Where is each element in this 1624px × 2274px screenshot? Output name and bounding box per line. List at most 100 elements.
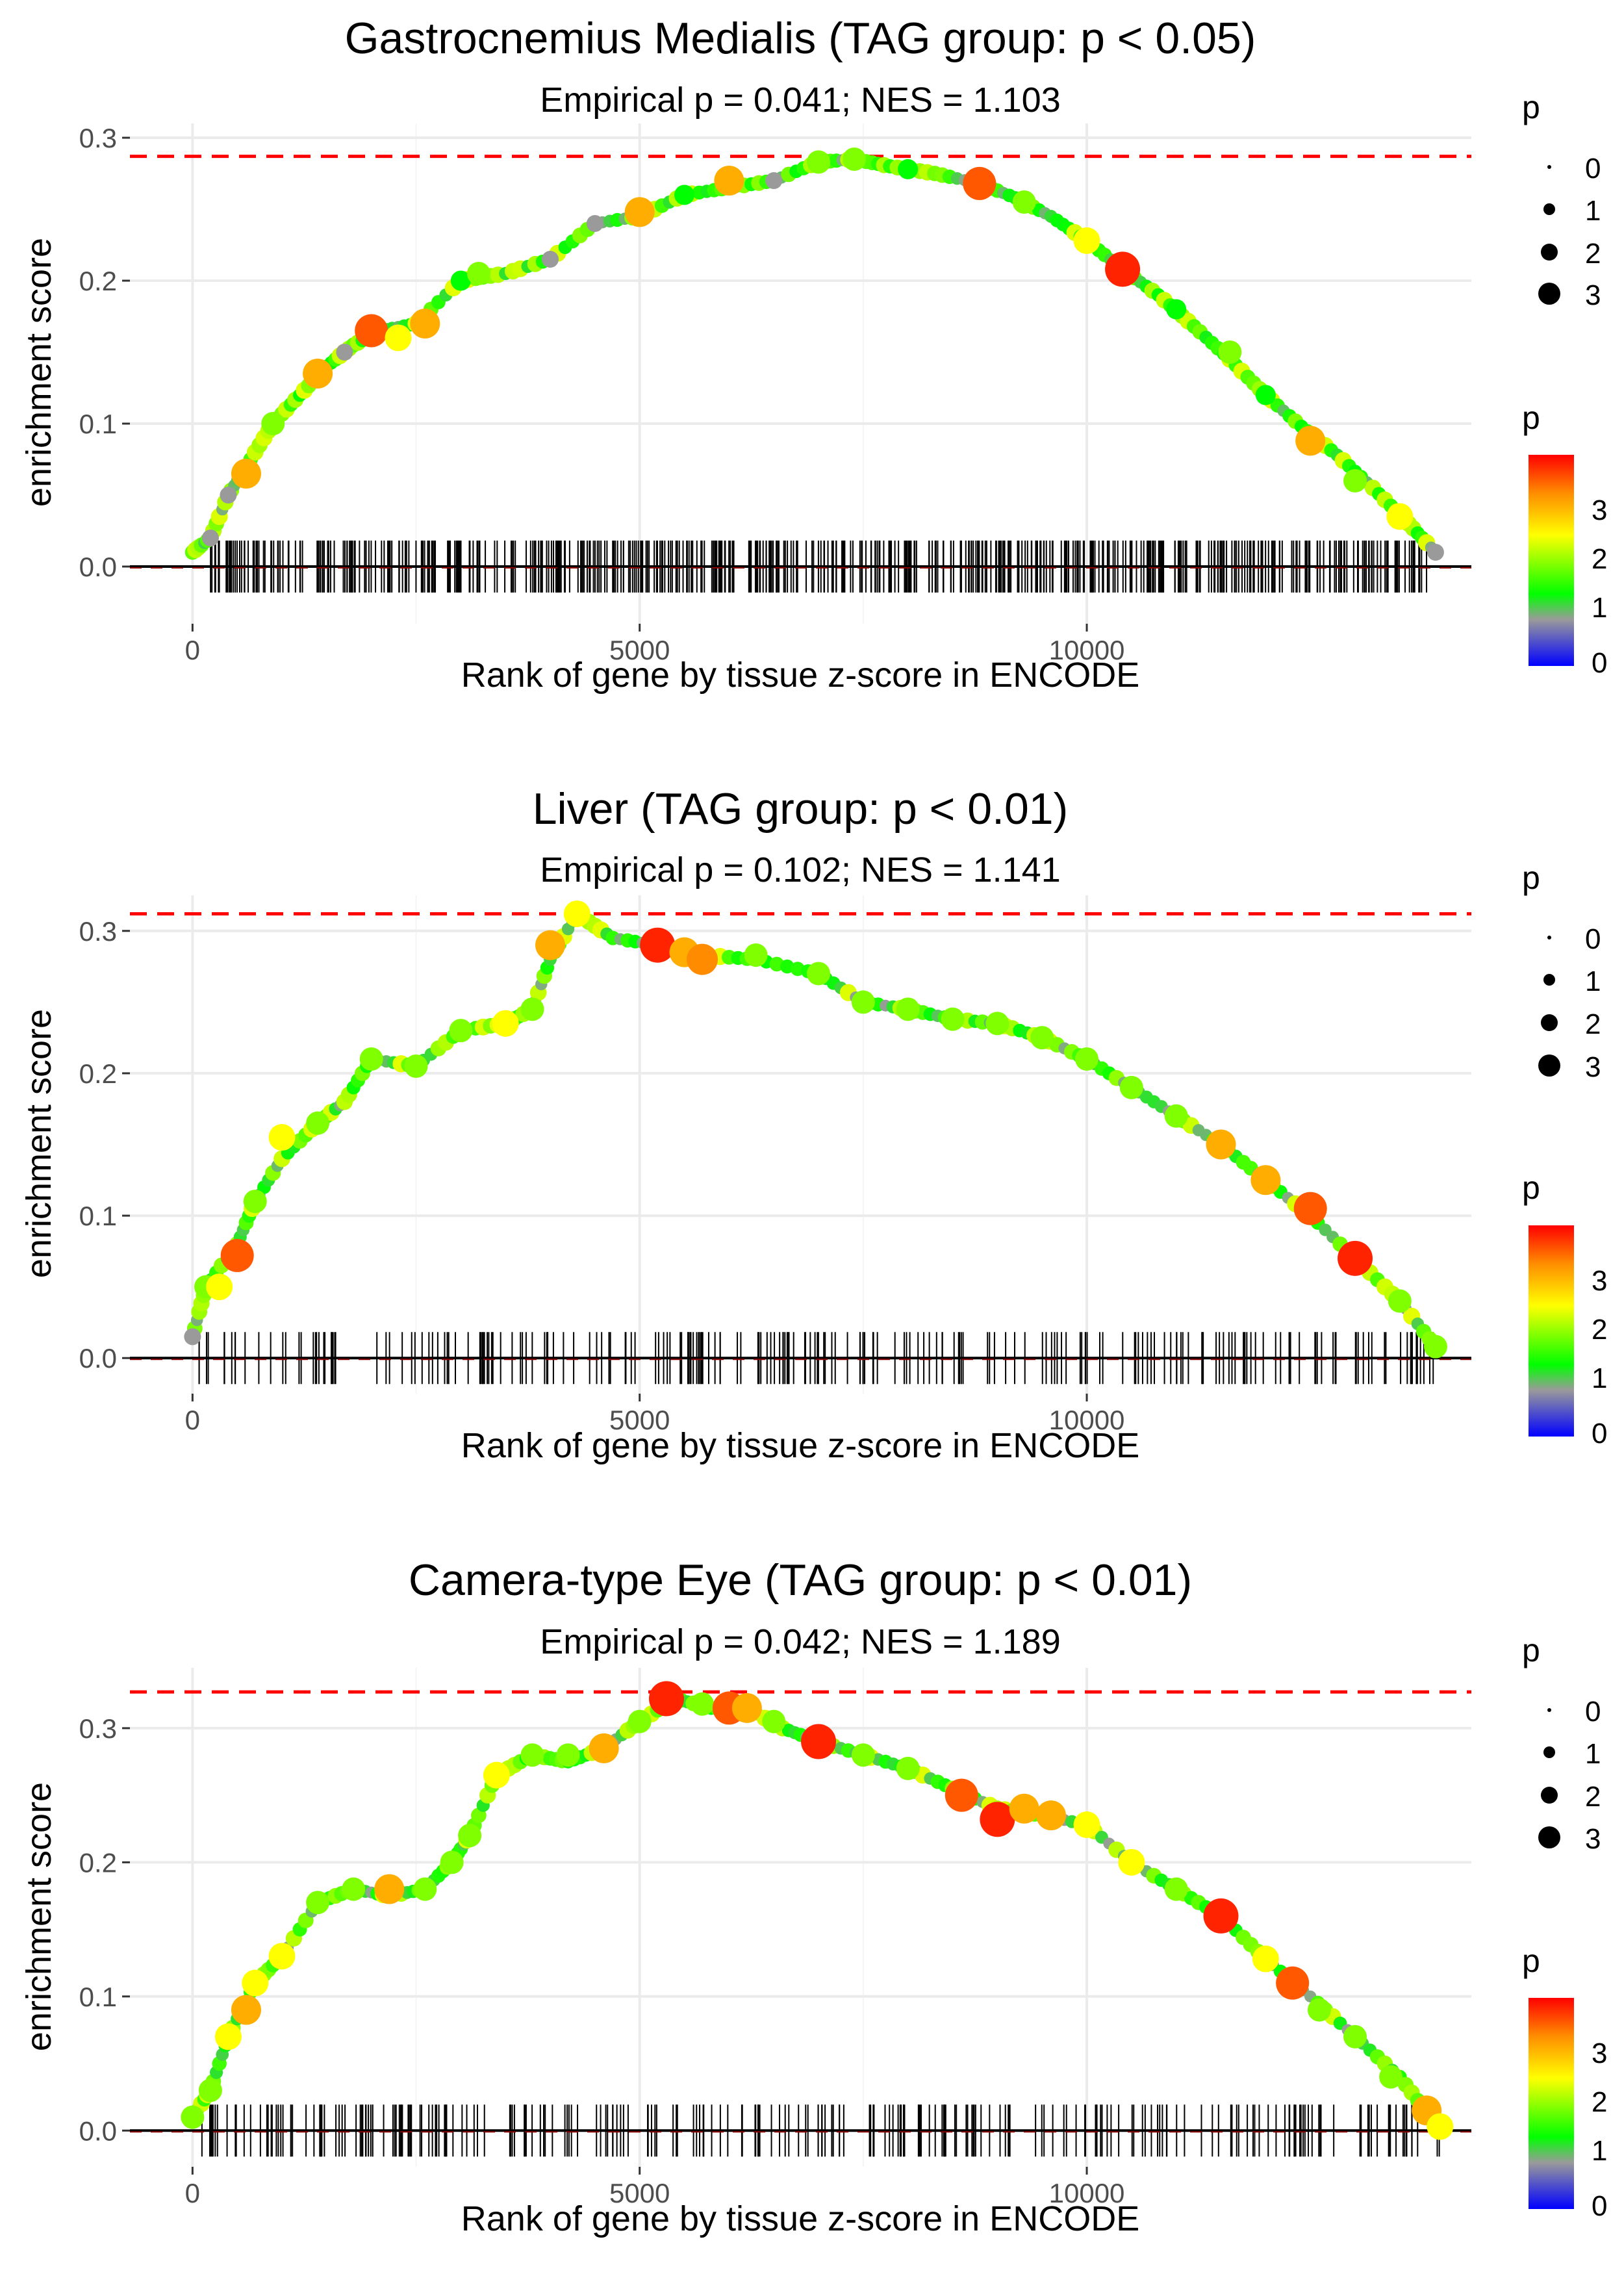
data-point <box>807 962 831 986</box>
size-legend-label-3: 3 <box>1585 1823 1601 1855</box>
x-tick-label: 0 <box>185 2178 200 2208</box>
data-point <box>483 1761 510 1789</box>
size-legend-label-2: 2 <box>1585 1008 1601 1040</box>
data-point <box>458 1824 482 1848</box>
data-point <box>1423 1335 1447 1359</box>
gridlines <box>130 1668 1471 2167</box>
chart-title: Gastrocnemius Medialis (TAG group: p < 0… <box>345 14 1256 63</box>
data-point <box>413 1877 437 1901</box>
size-legend-label-1: 1 <box>1585 1738 1601 1770</box>
data-point <box>242 1969 269 1997</box>
data-point <box>898 159 919 179</box>
size-legend-key-2 <box>1541 244 1558 261</box>
data-points <box>181 1681 1454 2140</box>
data-point <box>1293 1192 1327 1225</box>
data-point <box>243 1190 267 1214</box>
color-legend: p 3 2 1 0 <box>1522 1169 1607 1450</box>
data-point <box>1295 426 1326 456</box>
data-point <box>807 150 831 174</box>
data-point <box>563 900 590 927</box>
data-point <box>535 930 566 960</box>
color-legend-label-2: 2 <box>1592 1314 1607 1346</box>
color-legend-label-1: 1 <box>1592 592 1607 624</box>
data-point <box>980 1802 1015 1837</box>
color-legend-label-0: 0 <box>1592 1418 1607 1450</box>
data-point <box>1030 1026 1054 1050</box>
x-axis-label: Rank of gene by tissue z-score in ENCODE <box>461 656 1139 695</box>
data-point <box>1388 1289 1412 1313</box>
data-point <box>1255 385 1276 405</box>
size-legend: p 0 1 2 3 <box>1522 860 1601 1083</box>
data-point <box>640 927 676 963</box>
colorbar <box>1529 1998 1574 2209</box>
data-point <box>1073 227 1100 254</box>
color-legend-label-3: 3 <box>1592 2038 1607 2069</box>
size-legend-title: p <box>1522 860 1540 896</box>
data-point <box>1118 1848 1145 1876</box>
size-legend-label-0: 0 <box>1585 153 1601 185</box>
size-legend-label-1: 1 <box>1585 195 1601 227</box>
x-tick-label: 10000 <box>1049 1405 1125 1435</box>
chart-title: Liver (TAG group: p < 0.01) <box>533 784 1069 834</box>
panel-camera-type-eye: Camera-type Eye (TAG group: p < 0.01) Em… <box>19 1555 1607 2238</box>
data-point <box>385 324 412 351</box>
y-tick-label: 0.0 <box>79 552 117 582</box>
data-point <box>261 412 285 435</box>
size-legend-label-2: 2 <box>1585 1781 1601 1813</box>
y-tick-label: 0.0 <box>79 1343 117 1373</box>
size-legend: p 0 1 2 3 <box>1522 1632 1601 1855</box>
data-point <box>1203 1898 1239 1934</box>
data-point <box>220 487 237 504</box>
data-point <box>896 1756 920 1780</box>
color-legend-label-0: 0 <box>1592 2190 1607 2222</box>
data-point <box>1119 1075 1143 1099</box>
data-point <box>1379 2065 1403 2089</box>
data-point <box>374 1874 405 1904</box>
color-legend-label-3: 3 <box>1592 494 1607 526</box>
data-point <box>1386 503 1414 530</box>
data-point <box>206 1273 233 1301</box>
y-axis-label: enrichment score <box>19 1782 58 2051</box>
size-legend-title: p <box>1522 89 1540 125</box>
data-point <box>404 1054 428 1078</box>
data-points <box>184 900 1447 1359</box>
data-point <box>231 1995 261 2025</box>
data-point <box>985 1012 1009 1036</box>
data-point <box>649 1681 684 1717</box>
curve-markers <box>184 151 1438 560</box>
data-point <box>851 1743 875 1767</box>
data-point <box>303 359 333 389</box>
color-legend-label-0: 0 <box>1592 647 1607 679</box>
data-point <box>744 943 768 967</box>
data-point <box>466 262 490 285</box>
chart-subtitle: Empirical p = 0.102; NES = 1.141 <box>540 850 1060 889</box>
x-tick-label: 5000 <box>609 1405 670 1435</box>
x-tick-label: 0 <box>185 635 200 665</box>
enrichment-curve <box>191 1696 1437 2125</box>
color-legend-label-1: 1 <box>1592 1362 1607 1394</box>
data-point <box>450 270 471 291</box>
data-point <box>492 1010 519 1037</box>
y-tick-label: 0.3 <box>79 1713 117 1744</box>
x-tick-label: 10000 <box>1049 635 1125 665</box>
chart-subtitle: Empirical p = 0.042; NES = 1.189 <box>540 1622 1060 1661</box>
data-point <box>765 172 783 189</box>
data-point <box>306 1111 330 1135</box>
size-legend-key-0 <box>1547 936 1551 939</box>
data-point <box>843 147 867 171</box>
data-point <box>687 943 718 975</box>
enrichment-curve <box>191 157 1437 554</box>
color-legend: p 3 2 1 0 <box>1522 1943 1607 2222</box>
color-legend: p 3 2 1 0 <box>1522 400 1607 679</box>
data-point <box>1164 1104 1188 1128</box>
x-tick-label: 5000 <box>609 635 670 665</box>
axis-ticks: 0.0 0.1 0.2 0.3 0 5000 10000 <box>79 1713 1125 2208</box>
data-point <box>1035 1800 1066 1831</box>
plot-layer-0: 0.0 0.1 0.2 0.3 0 5000 10000 <box>79 123 1471 665</box>
y-tick-label: 0.2 <box>79 1058 117 1089</box>
data-point <box>359 1047 383 1071</box>
size-legend-label-1: 1 <box>1585 965 1601 997</box>
data-point <box>691 1692 715 1716</box>
data-point <box>542 251 559 268</box>
data-point <box>1307 1998 1331 2022</box>
